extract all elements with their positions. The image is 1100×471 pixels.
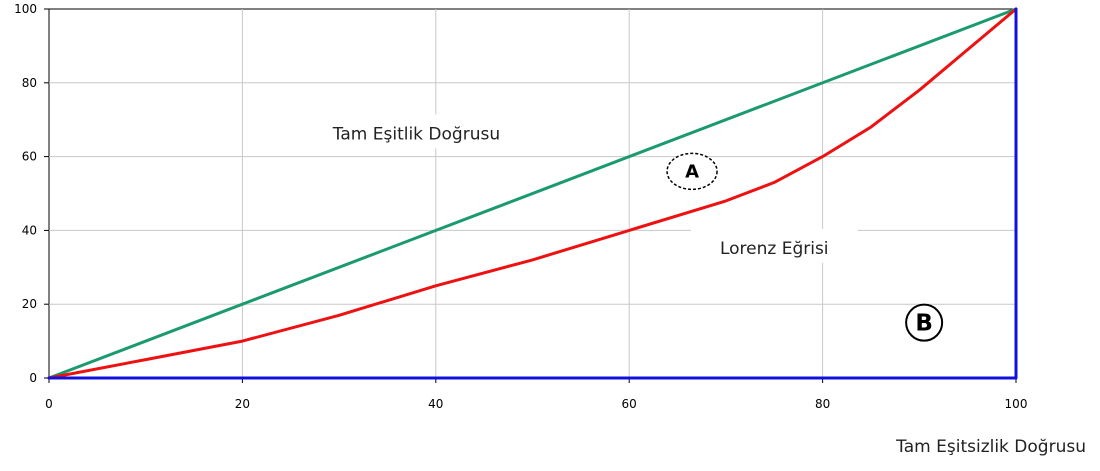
annotation-bg-0 [301, 114, 532, 149]
marker-circle-b [905, 303, 944, 342]
series-line-tam-e-itlik-do-rusu-0 [47, 7, 1018, 380]
x-tick-label-100: 100 [1005, 397, 1028, 411]
lorenz-chart: 0 20 40 60 80 100 0 20 40 60 80 100 Tam Eşitlik Doğ… [14, 2, 1027, 411]
y-tick-label-20: 20 [22, 297, 37, 311]
y-tick-label-40: 40 [22, 223, 37, 237]
y-tick-label-60: 60 [22, 150, 37, 164]
y-tick-label-80: 80 [22, 76, 37, 90]
y-tick-label-0: 0 [29, 371, 37, 385]
x-tick-label-20: 20 [235, 397, 250, 411]
annotation-bg-1 [691, 228, 858, 263]
annotation-text-0: Tam Eşitlik Doğrusu [332, 124, 500, 144]
y-tick-label-100: 100 [14, 2, 37, 16]
axis-note-tam-esitsizlik: Tam Eşitsizlik Doğrusu [896, 437, 1086, 457]
annotations: Tam Eşitlik Doğrusu Lorenz Eğrisi A B [301, 114, 944, 342]
annotation-text-1: Lorenz Eğrisi [720, 239, 829, 259]
marker-label-b: B [915, 311, 933, 337]
x-tick-label-40: 40 [428, 397, 443, 411]
series-line-tam-e-itsizlik-do-rusu-2 [47, 7, 1018, 380]
series [47, 7, 1018, 380]
marker-label-a: A [685, 161, 699, 182]
x-tick-label-60: 60 [622, 397, 637, 411]
x-tick-label-0: 0 [45, 397, 53, 411]
x-tick-label-80: 80 [815, 397, 830, 411]
tick-labels: 0 20 40 60 80 100 0 20 40 60 80 100 [14, 2, 1027, 411]
marker-circle-a [666, 152, 718, 191]
series-line-lorenz-e-risi-1 [47, 7, 1018, 380]
